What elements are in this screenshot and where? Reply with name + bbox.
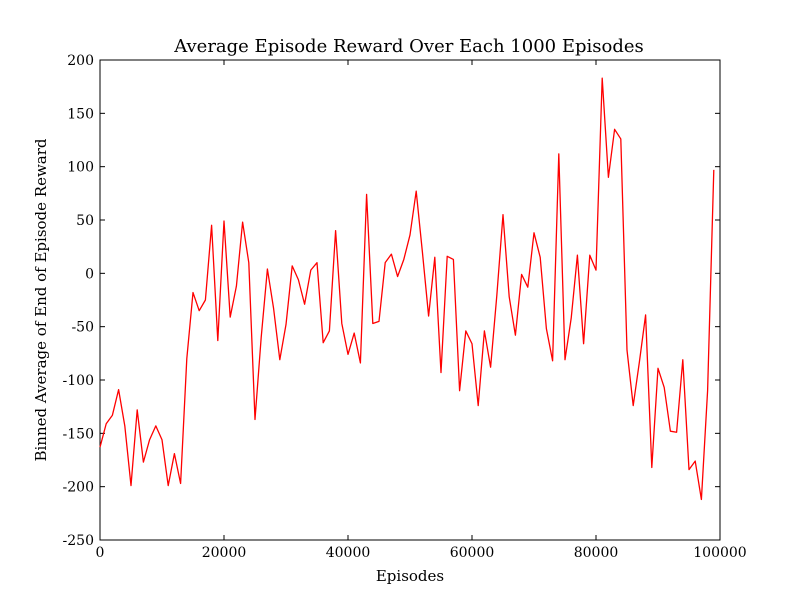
x-tick-label: 40000 [326, 545, 371, 561]
x-tick-label: 80000 [574, 545, 619, 561]
y-tick-label: 0 [85, 266, 94, 282]
series-line [99, 77, 715, 501]
y-tick-label: -150 [63, 426, 94, 442]
x-tick-label: 100000 [693, 545, 746, 561]
y-axis-label: Binned Average of End of Episode Reward [32, 138, 50, 461]
x-tick-labels: 0 20000 40000 60000 80000 100000 [96, 545, 747, 561]
x-axis-label: Episodes [376, 567, 444, 585]
y-tick-label: 200 [67, 53, 94, 69]
y-tick-label: 100 [67, 160, 94, 176]
plot-area-frame [99, 59, 721, 541]
y-tick-label: -200 [63, 480, 94, 496]
y-tick-label: 150 [67, 106, 94, 122]
y-tick-label: -250 [63, 533, 94, 549]
chart-title: Average Episode Reward Over Each 1000 Ep… [173, 36, 644, 57]
y-tick-label: -50 [71, 320, 94, 336]
x-tick-label: 0 [96, 545, 105, 561]
x-tick-label: 60000 [450, 545, 495, 561]
axis-ticks [99, 59, 721, 541]
x-tick-label: 20000 [202, 545, 247, 561]
data-points [99, 78, 714, 500]
y-tick-labels: -250 -200 -150 -100 -50 0 50 100 150 200 [63, 53, 94, 549]
y-tick-label: -100 [63, 373, 94, 389]
y-tick-label: 50 [76, 213, 94, 229]
